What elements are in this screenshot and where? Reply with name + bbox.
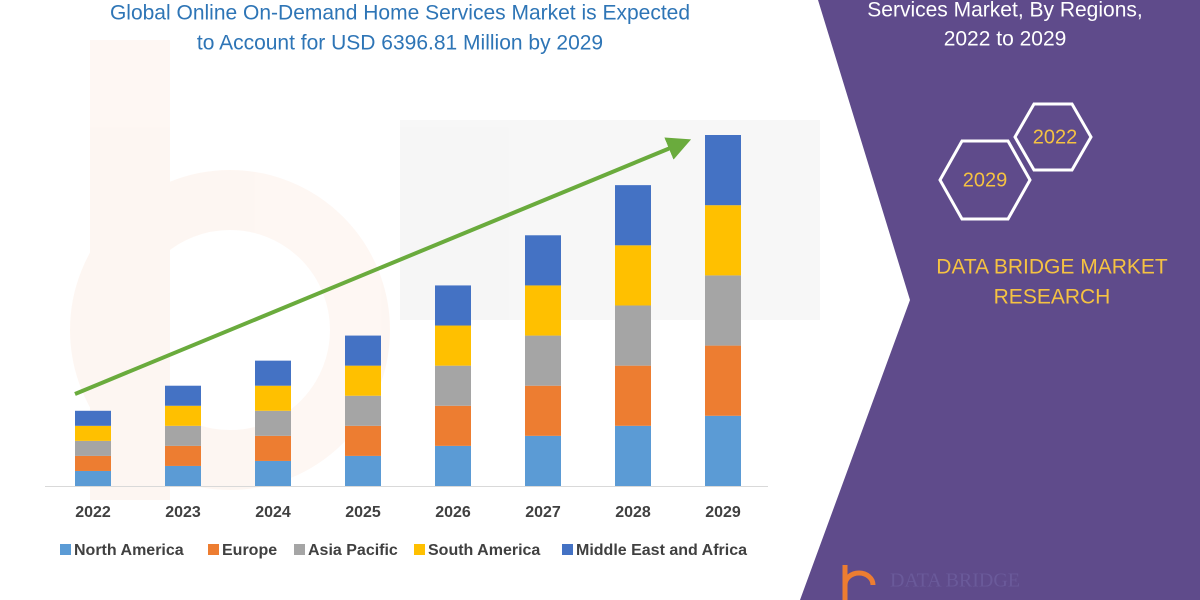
bar-segment [525,335,561,386]
bar-segment [165,405,201,426]
side-title: Services Market, By Regions, [867,0,1142,22]
chart-title: Global Online On-Demand Home Services Ma… [110,2,690,25]
bar-segment [255,360,291,386]
x-tick-label: 2023 [165,504,201,521]
logo-text: DATA BRIDGE [890,570,1020,592]
logo-mark [842,565,876,600]
legend-label: North America [74,542,184,559]
bar-segment [705,345,741,416]
bar-segment [255,435,291,461]
bar-segment [435,445,471,486]
x-tick-label: 2027 [525,504,561,521]
side-title: 2022 to 2029 [944,28,1067,51]
legend-label: Europe [222,542,277,559]
x-tick-label: 2028 [615,504,651,521]
bar-segment [255,460,291,486]
legend-swatch [208,544,219,555]
bar-segment [345,395,381,426]
bar-segment [525,235,561,286]
trend-arrow [74,137,692,396]
bar-segment [525,435,561,486]
bar-segment [525,285,561,336]
bar-segment [615,365,651,426]
brand-name: DATA BRIDGE MARKET [936,256,1168,279]
bar-segment [615,245,651,306]
hexagon-label: 2029 [963,169,1008,191]
hexagon [1013,102,1093,172]
legend-label: Middle East and Africa [576,542,747,559]
bar-segment [435,365,471,406]
bar-segment [75,470,111,486]
legend-swatch [294,544,305,555]
bar-segment [75,425,111,441]
bar-segment [255,385,291,411]
bar-segment [435,325,471,366]
brand-name: RESEARCH [994,286,1111,309]
legend-label: South America [428,542,540,559]
x-tick-label: 2026 [435,504,471,521]
bar-segment [705,205,741,276]
bar-segment [435,405,471,446]
bar-segment [615,305,651,366]
hexagon-label: 2022 [1033,126,1078,148]
bar-segment [75,440,111,456]
legend-swatch [414,544,425,555]
bar-segment [435,285,471,326]
bar-segment [705,275,741,346]
bar-segment [165,385,201,406]
bar-segment [705,135,741,206]
bar-segment [165,425,201,446]
bar-segment [165,465,201,486]
bar-segment [345,335,381,366]
x-tick-label: 2024 [255,504,291,521]
bar-segment [75,410,111,426]
bar-segment [75,455,111,471]
bar-segment [345,425,381,456]
bar-segment [165,445,201,466]
bar-segment [345,365,381,396]
side-panel [800,0,1200,600]
bar-segment [705,415,741,486]
bar-segment [525,385,561,436]
legend-swatch [60,544,71,555]
bar-segment [345,455,381,486]
legend-swatch [562,544,573,555]
x-tick-label: 2025 [345,504,381,521]
bar-segment [615,425,651,486]
x-tick-label: 2029 [705,504,741,521]
bar-segment [615,185,651,246]
x-tick-label: 2022 [75,504,111,521]
bar-segment [255,410,291,436]
legend-label: Asia Pacific [308,542,398,559]
chart-title: to Account for USD 6396.81 Million by 20… [197,32,603,55]
hexagon [938,139,1032,221]
